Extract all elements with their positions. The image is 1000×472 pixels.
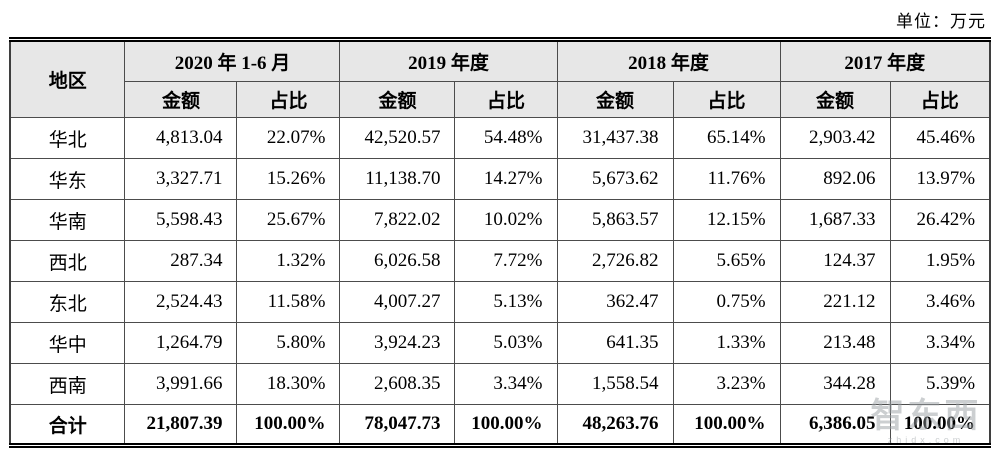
amount-cell: 31,437.38 <box>556 117 674 159</box>
amount-cell: 5,673.62 <box>556 158 674 200</box>
ratio-cell: 1.95% <box>889 240 991 282</box>
ratio-cell: 54.48% <box>454 117 558 159</box>
regional-revenue-table: 地区 2020 年 1-6 月 2019 年度 2018 年度 2017 年度 … <box>8 37 992 448</box>
ratio-cell: 45.46% <box>889 117 991 159</box>
table-row: 华中 1,264.79 5.80% 3,924.23 5.03% 641.35 1.33% 2… <box>9 322 991 364</box>
amount-cell: 3,991.66 <box>124 363 238 405</box>
amount-cell: 48,263.76 <box>556 404 674 446</box>
region-cell: 合计 <box>9 404 126 446</box>
amount-cell: 4,007.27 <box>339 281 456 323</box>
ratio-cell: 1.33% <box>672 322 781 364</box>
region-cell: 华北 <box>9 117 126 159</box>
amount-cell: 213.48 <box>779 322 891 364</box>
header-row-subcolumns: 金额 占比 金额 占比 金额 占比 金额 占比 <box>10 81 991 118</box>
amount-cell: 11,138.70 <box>339 158 456 200</box>
table-row: 华南 5,598.43 25.67% 7,822.02 10.02% 5,863.57 12… <box>9 199 991 241</box>
table-row: 华北 4,813.04 22.07% 42,520.57 54.48% 31,437.38… <box>9 117 991 159</box>
table-row: 华东 3,327.71 15.26% 11,138.70 14.27% 5,673.62 1… <box>9 158 991 200</box>
table-row: 西北 287.34 1.32% 6,026.58 7.72% 2,726.82 5.65% 1… <box>9 240 991 282</box>
ratio-cell: 65.14% <box>672 117 781 159</box>
amount-cell: 21,807.39 <box>124 404 238 446</box>
header-amount-2017: 金额 <box>779 81 891 118</box>
amount-cell: 42,520.57 <box>339 117 456 159</box>
amount-cell: 7,822.02 <box>339 199 456 241</box>
ratio-cell: 18.30% <box>236 363 341 405</box>
amount-cell: 362.47 <box>556 281 674 323</box>
amount-cell: 5,863.57 <box>556 199 674 241</box>
amount-cell: 1,264.79 <box>124 322 238 364</box>
amount-cell: 2,903.42 <box>779 117 891 159</box>
amount-cell: 6,386.05 <box>779 404 891 446</box>
header-region: 地区 <box>9 39 126 118</box>
ratio-cell: 5.13% <box>454 281 558 323</box>
amount-cell: 4,813.04 <box>124 117 238 159</box>
table-row: 西南 3,991.66 18.30% 2,608.35 3.34% 1,558.54 3.2… <box>9 363 991 405</box>
amount-cell: 1,687.33 <box>779 199 891 241</box>
ratio-cell: 14.27% <box>454 158 558 200</box>
ratio-cell: 13.97% <box>889 158 991 200</box>
header-ratio-2017: 占比 <box>889 81 991 118</box>
ratio-cell: 12.15% <box>672 199 781 241</box>
amount-cell: 5,598.43 <box>124 199 238 241</box>
region-cell: 西南 <box>9 363 126 405</box>
amount-cell: 124.37 <box>779 240 891 282</box>
region-cell: 华中 <box>9 322 126 364</box>
ratio-cell: 100.00% <box>672 404 781 446</box>
ratio-cell: 11.76% <box>672 158 781 200</box>
region-cell: 华东 <box>9 158 126 200</box>
amount-cell: 3,327.71 <box>124 158 238 200</box>
amount-cell: 892.06 <box>779 158 891 200</box>
ratio-cell: 22.07% <box>236 117 341 159</box>
ratio-cell: 100.00% <box>236 404 341 446</box>
header-period-2019: 2019 年度 <box>339 39 558 82</box>
amount-cell: 287.34 <box>124 240 238 282</box>
ratio-cell: 3.34% <box>889 322 991 364</box>
ratio-cell: 3.23% <box>672 363 781 405</box>
ratio-cell: 100.00% <box>454 404 558 446</box>
header-ratio-2018: 占比 <box>672 81 781 118</box>
table-row: 东北 2,524.43 11.58% 4,007.27 5.13% 362.47 0.75%… <box>9 281 991 323</box>
amount-cell: 1,558.54 <box>556 363 674 405</box>
ratio-cell: 100.00% <box>889 404 991 446</box>
amount-cell: 2,608.35 <box>339 363 456 405</box>
ratio-cell: 5.03% <box>454 322 558 364</box>
header-amount-2018: 金额 <box>556 81 674 118</box>
ratio-cell: 3.34% <box>454 363 558 405</box>
header-period-2017: 2017 年度 <box>779 39 991 82</box>
amount-cell: 6,026.58 <box>339 240 456 282</box>
header-row-periods: 地区 2020 年 1-6 月 2019 年度 2018 年度 2017 年度 <box>9 39 991 118</box>
ratio-cell: 15.26% <box>236 158 341 200</box>
ratio-cell: 25.67% <box>236 199 341 241</box>
header-period-2018: 2018 年度 <box>556 39 781 82</box>
region-cell: 华南 <box>9 199 126 241</box>
ratio-cell: 5.65% <box>672 240 781 282</box>
ratio-cell: 5.80% <box>236 322 341 364</box>
header-period-2020: 2020 年 1-6 月 <box>124 39 341 82</box>
ratio-cell: 11.58% <box>236 281 341 323</box>
ratio-cell: 5.39% <box>889 363 991 405</box>
total-row: 合计 21,807.39 100.00% 78,047.73 100.00% 48,263… <box>9 404 991 446</box>
amount-cell: 2,524.43 <box>124 281 238 323</box>
amount-cell: 221.12 <box>779 281 891 323</box>
ratio-cell: 10.02% <box>454 199 558 241</box>
ratio-cell: 26.42% <box>889 199 991 241</box>
amount-cell: 344.28 <box>779 363 891 405</box>
header-ratio-2020: 占比 <box>236 81 341 118</box>
ratio-cell: 7.72% <box>454 240 558 282</box>
amount-cell: 78,047.73 <box>339 404 456 446</box>
ratio-cell: 1.32% <box>236 240 341 282</box>
header-amount-2019: 金额 <box>339 81 456 118</box>
region-cell: 西北 <box>9 240 126 282</box>
amount-cell: 2,726.82 <box>556 240 674 282</box>
ratio-cell: 3.46% <box>889 281 991 323</box>
region-cell: 东北 <box>9 281 126 323</box>
ratio-cell: 0.75% <box>672 281 781 323</box>
amount-cell: 3,924.23 <box>339 322 456 364</box>
header-ratio-2019: 占比 <box>454 81 558 118</box>
header-amount-2020: 金额 <box>124 81 238 118</box>
unit-label: 单位：万元 <box>896 12 986 31</box>
amount-cell: 641.35 <box>556 322 674 364</box>
